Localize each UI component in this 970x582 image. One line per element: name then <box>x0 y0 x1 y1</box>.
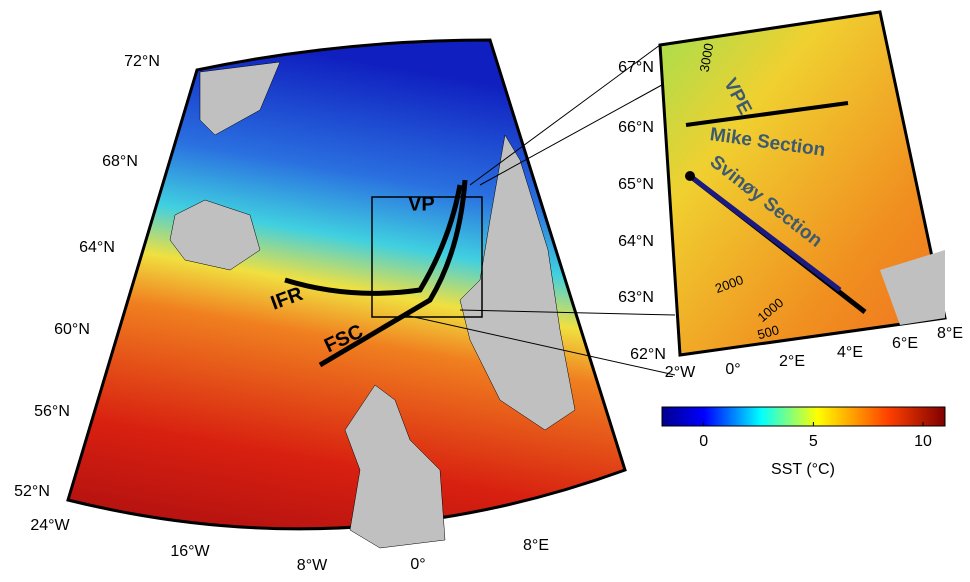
region-label: VP <box>408 193 435 215</box>
lon-label: 6°E <box>892 335 918 352</box>
lat-label: 72°N <box>124 53 160 70</box>
lon-label: 24°W <box>30 517 70 534</box>
colorbar-label: SST (°C) <box>771 461 835 478</box>
lat-label: 65°N <box>618 176 654 193</box>
lat-label: 64°N <box>79 239 115 256</box>
colorbar-tick-label: 10 <box>914 433 932 450</box>
lat-label: 64°N <box>618 233 654 250</box>
figure: VP IFR FSC 72°N 68°N 64°N 60°N 56°N 52°N… <box>0 0 970 577</box>
lon-label: 8°E <box>523 537 549 554</box>
inset-map: VPE Mike Section Svinøy Section 3000 200… <box>618 12 963 381</box>
lat-label: 63°N <box>618 289 654 306</box>
lon-label: 16°W <box>170 543 210 560</box>
colorbar-tick-label: 0 <box>699 433 708 450</box>
lon-label: 0° <box>410 556 425 573</box>
lon-label: 4°E <box>837 344 863 361</box>
lat-label: 66°N <box>618 119 654 136</box>
lon-label: 8°W <box>297 557 328 574</box>
station <box>685 171 695 181</box>
lon-label: 2°E <box>779 353 805 370</box>
lat-label: 60°N <box>54 321 90 338</box>
main-map: VP IFR FSC 72°N 68°N 64°N 60°N 56°N 52°N… <box>14 40 680 574</box>
lon-label: 8°E <box>937 325 963 342</box>
lat-label: 56°N <box>34 403 70 420</box>
lat-label: 52°N <box>14 483 50 500</box>
colorbar: SST (°C) 0 5 10 <box>662 407 945 478</box>
lat-label: 68°N <box>102 153 138 170</box>
lat-label: 62°N <box>630 346 666 363</box>
lon-label: 0° <box>725 361 740 378</box>
colorbar-scale <box>662 407 945 426</box>
lon-label: 2°W <box>665 364 696 381</box>
lat-label: 67°N <box>618 59 654 76</box>
colorbar-tick-label: 5 <box>809 433 818 450</box>
